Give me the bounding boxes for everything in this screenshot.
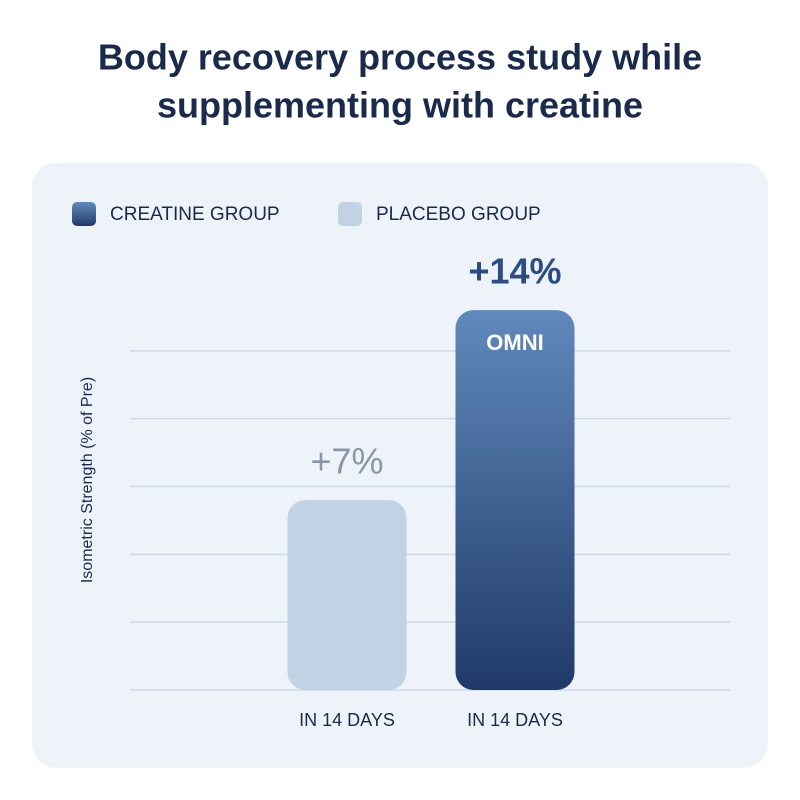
- data-label: +7%: [310, 441, 383, 482]
- legend-swatch: [72, 202, 96, 226]
- x-tick-label: IN 14 DAYS: [467, 710, 563, 730]
- legend-label: CREATINE GROUP: [110, 204, 280, 225]
- chart-title: Body recovery process study while: [98, 37, 702, 78]
- bar: [287, 500, 407, 690]
- data-label: +14%: [468, 251, 561, 292]
- legend-label: PLACEBO GROUP: [376, 204, 541, 225]
- bar: [455, 310, 575, 690]
- x-tick-label: IN 14 DAYS: [299, 710, 395, 730]
- panel: [32, 163, 768, 768]
- bar-text: OMNI: [486, 330, 543, 355]
- y-axis-label: Isometric Strength (% of Pre): [79, 377, 96, 583]
- legend-swatch: [338, 202, 362, 226]
- chart-title: supplementing with creatine: [157, 85, 643, 126]
